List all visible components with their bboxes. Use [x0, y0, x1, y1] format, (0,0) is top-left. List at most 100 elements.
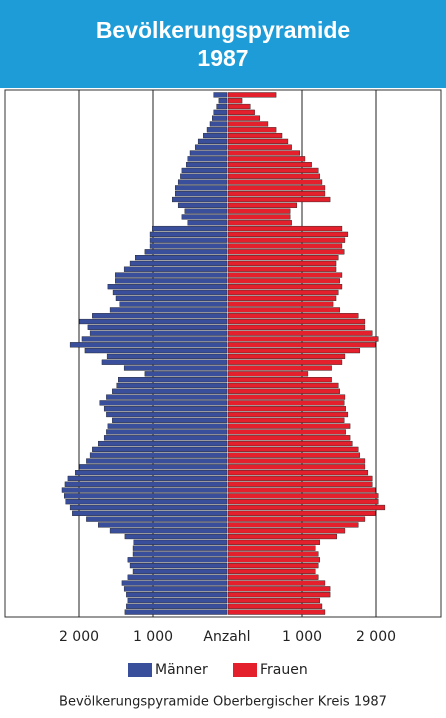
bar: [227, 185, 326, 191]
bar: [149, 243, 228, 249]
bar: [227, 225, 343, 232]
bar: [92, 446, 228, 452]
bar: [99, 400, 228, 406]
bar: [227, 98, 243, 104]
bar: [180, 173, 228, 179]
bar: [227, 196, 331, 203]
bar: [227, 504, 386, 511]
bar: [72, 510, 228, 516]
bar: [211, 115, 228, 121]
chart-title: Bevölkerungspyramide 1987: [95, 17, 351, 71]
bar: [227, 127, 277, 133]
bar: [227, 470, 369, 476]
bar: [227, 272, 343, 278]
bar: [129, 260, 228, 267]
bar: [106, 353, 228, 360]
bar: [67, 475, 228, 482]
bar: [69, 504, 228, 511]
bar: [127, 597, 228, 604]
bar: [177, 179, 228, 185]
bar: [218, 98, 228, 104]
bar: [107, 423, 228, 429]
bar: [227, 208, 291, 214]
bar: [106, 429, 228, 435]
bar: [123, 365, 228, 371]
bar: [186, 162, 228, 168]
bar: [206, 127, 228, 133]
bar: [227, 359, 343, 365]
bar: [227, 592, 331, 598]
bar: [118, 377, 228, 383]
bar: [227, 533, 337, 540]
bar: [209, 121, 228, 127]
bar: [227, 138, 289, 144]
bar: [61, 487, 228, 493]
bar: [227, 214, 291, 220]
bar: [227, 580, 326, 586]
bar: [109, 528, 228, 534]
bar: [227, 586, 331, 592]
bar: [115, 295, 228, 301]
bar: [86, 516, 228, 522]
bar: [227, 382, 339, 389]
bar: [227, 493, 379, 499]
bar: [227, 464, 366, 470]
bar: [84, 347, 228, 354]
bar: [106, 394, 228, 400]
bar: [227, 115, 261, 121]
x-tick-label: 2 000: [59, 629, 99, 645]
bar: [227, 103, 251, 110]
bar: [144, 371, 228, 377]
bar: [227, 440, 353, 447]
bar: [126, 603, 228, 609]
bar: [174, 191, 228, 197]
bar: [227, 132, 283, 139]
bar: [227, 179, 323, 185]
bar: [181, 167, 228, 174]
bar: [227, 144, 292, 150]
bar: [227, 371, 309, 377]
bar: [227, 446, 359, 452]
bar: [115, 278, 228, 284]
bar: [227, 220, 292, 226]
legend-swatch: [233, 663, 257, 677]
x-tick-label: 1 000: [133, 629, 173, 645]
bar: [63, 493, 228, 499]
bar: [227, 568, 316, 575]
bar: [101, 359, 228, 365]
bar: [227, 173, 320, 179]
bar: [86, 458, 228, 464]
bar: [227, 202, 298, 208]
bar: [124, 609, 228, 615]
bar: [89, 330, 228, 336]
bar: [79, 464, 228, 470]
bar: [227, 597, 320, 604]
bar: [216, 103, 228, 110]
bar: [227, 574, 319, 580]
bar: [152, 225, 228, 232]
bar: [98, 440, 228, 447]
bar: [181, 214, 228, 220]
legend-label: Männer: [155, 662, 208, 678]
bar: [227, 499, 379, 505]
bar: [227, 156, 306, 162]
bar: [213, 109, 228, 115]
plot-frame: [4, 89, 442, 618]
bar: [87, 324, 228, 330]
bar: [227, 563, 319, 569]
legend-label: Frauen: [260, 662, 308, 678]
bar: [227, 353, 346, 360]
bar: [69, 342, 228, 348]
x-axis-label: Anzahl: [203, 629, 250, 645]
bar: [227, 295, 337, 301]
bar: [227, 516, 366, 522]
bar: [107, 284, 228, 290]
bar: [187, 156, 228, 162]
bar: [177, 202, 228, 208]
bar: [227, 609, 326, 615]
bar: [227, 243, 343, 249]
bar: [227, 551, 319, 557]
bar: [227, 487, 376, 493]
bar: [227, 377, 332, 383]
